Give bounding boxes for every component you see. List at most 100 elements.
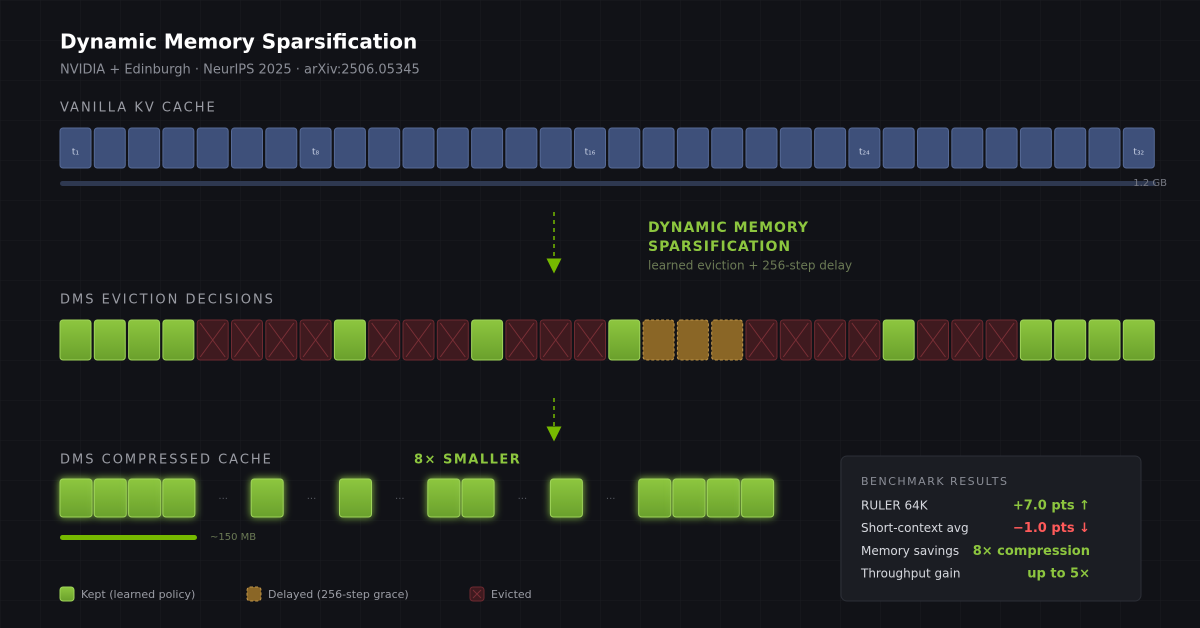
compressed-cell xyxy=(741,478,775,518)
metric-value: up to 5× xyxy=(1027,567,1090,582)
section-label: VANILLA KV CACHE xyxy=(60,101,217,116)
legend-label: Delayed (256-step grace) xyxy=(268,588,409,601)
kept-cell xyxy=(128,319,161,361)
evicted-cross xyxy=(817,322,844,358)
evicted-cross xyxy=(920,322,946,358)
token-cell xyxy=(1019,127,1052,169)
badge: 8× SMALLER xyxy=(414,453,521,468)
metric-value: −1.0 pts ↓ xyxy=(1013,521,1090,536)
size-label: ~150 MB xyxy=(210,532,256,543)
kept-cell xyxy=(93,319,126,361)
legend-label: Evicted xyxy=(491,588,532,601)
compressed-cell xyxy=(638,478,672,518)
kept-cell xyxy=(59,586,75,602)
compressed-cell xyxy=(549,478,583,518)
delayed-cell xyxy=(676,319,709,361)
evicted-cross xyxy=(302,322,329,358)
token-cell xyxy=(368,127,401,169)
token-cell xyxy=(1088,127,1121,169)
kept-cell xyxy=(1122,319,1155,361)
token-label: t₂₄ xyxy=(859,148,870,158)
evicted-cross xyxy=(268,322,295,358)
transform-note: learned eviction + 256-step delay xyxy=(648,259,852,273)
compressed-cell xyxy=(250,478,284,518)
separator: ··· xyxy=(218,494,228,505)
kept-cell xyxy=(1019,319,1052,361)
token-cell xyxy=(402,127,435,169)
evicted-cross xyxy=(748,322,775,358)
token-cell xyxy=(196,127,229,169)
token-cell xyxy=(711,127,744,169)
compressed-cell xyxy=(59,478,93,518)
compressed-cell xyxy=(93,478,127,518)
kept-cell xyxy=(333,319,366,361)
evicted-cross xyxy=(542,322,569,358)
compressed-cell xyxy=(461,478,495,518)
token-label: t₈ xyxy=(312,148,320,158)
token-cell xyxy=(848,127,881,169)
token-cell xyxy=(574,127,606,169)
delayed-cell xyxy=(642,319,675,361)
token-cell xyxy=(299,127,332,169)
compressed-cell xyxy=(427,478,461,518)
title: Dynamic Memory Sparsification xyxy=(60,30,417,54)
evicted-cross xyxy=(988,322,1015,358)
token-cell xyxy=(539,127,572,169)
evicted-cross xyxy=(577,322,603,358)
token-cell xyxy=(985,127,1018,169)
compressed-cell xyxy=(706,478,740,518)
compressed-cell xyxy=(672,478,706,518)
token-label: t₁ xyxy=(72,148,80,158)
size-bar xyxy=(60,181,1156,186)
token-cell xyxy=(265,127,298,169)
kept-cell xyxy=(471,319,504,361)
kept-cell xyxy=(162,319,195,361)
separator: ··· xyxy=(606,494,616,505)
evicted-cross xyxy=(405,322,432,358)
token-cell xyxy=(608,127,641,169)
token-cell xyxy=(1054,127,1087,169)
transform-title: SPARSIFICATION xyxy=(648,239,791,255)
token-cell xyxy=(745,127,778,169)
metric-label: Short-context avg xyxy=(861,521,969,535)
token-cell xyxy=(882,127,915,169)
transform-title: DYNAMIC MEMORY xyxy=(648,220,809,236)
token-cell xyxy=(676,127,709,169)
evicted-cross xyxy=(851,322,878,358)
evicted-cross xyxy=(782,322,809,358)
token-cell xyxy=(436,127,469,169)
token-label: t₁₆ xyxy=(585,148,596,158)
metric-label: RULER 64K xyxy=(861,499,929,513)
token-cell xyxy=(951,127,984,169)
token-cell xyxy=(917,127,949,169)
compressed-cell xyxy=(339,478,372,518)
metric-label: Throughput gain xyxy=(860,567,960,581)
size-label: 1.2 GB xyxy=(1133,178,1167,189)
metric-label: Memory savings xyxy=(861,544,959,558)
token-cell xyxy=(231,127,263,169)
token-cell xyxy=(93,127,126,169)
evicted-cross xyxy=(199,322,226,358)
metric-value: 8× compression xyxy=(973,544,1090,559)
evicted-cross xyxy=(439,322,466,358)
separator: ··· xyxy=(307,494,317,505)
kept-cell xyxy=(608,319,641,361)
size-bar xyxy=(60,535,197,540)
token-cell xyxy=(642,127,675,169)
subtitle: NVIDIA + Edinburgh · NeurIPS 2025 · arXi… xyxy=(60,63,420,78)
evicted-cross xyxy=(234,322,260,358)
evicted-cross xyxy=(508,322,535,358)
metric-value: +7.0 pts ↑ xyxy=(1013,499,1090,514)
evicted-cross xyxy=(371,322,398,358)
token-cell xyxy=(59,127,92,169)
evicted-cross xyxy=(472,589,482,599)
token-cell xyxy=(1122,127,1155,169)
token-cell xyxy=(471,127,504,169)
token-cell xyxy=(162,127,195,169)
separator: ··· xyxy=(518,494,528,505)
delayed-cell xyxy=(711,319,744,361)
delayed-cell xyxy=(246,586,262,602)
kept-cell xyxy=(1054,319,1087,361)
panel-title: BENCHMARK RESULTS xyxy=(861,475,1009,488)
